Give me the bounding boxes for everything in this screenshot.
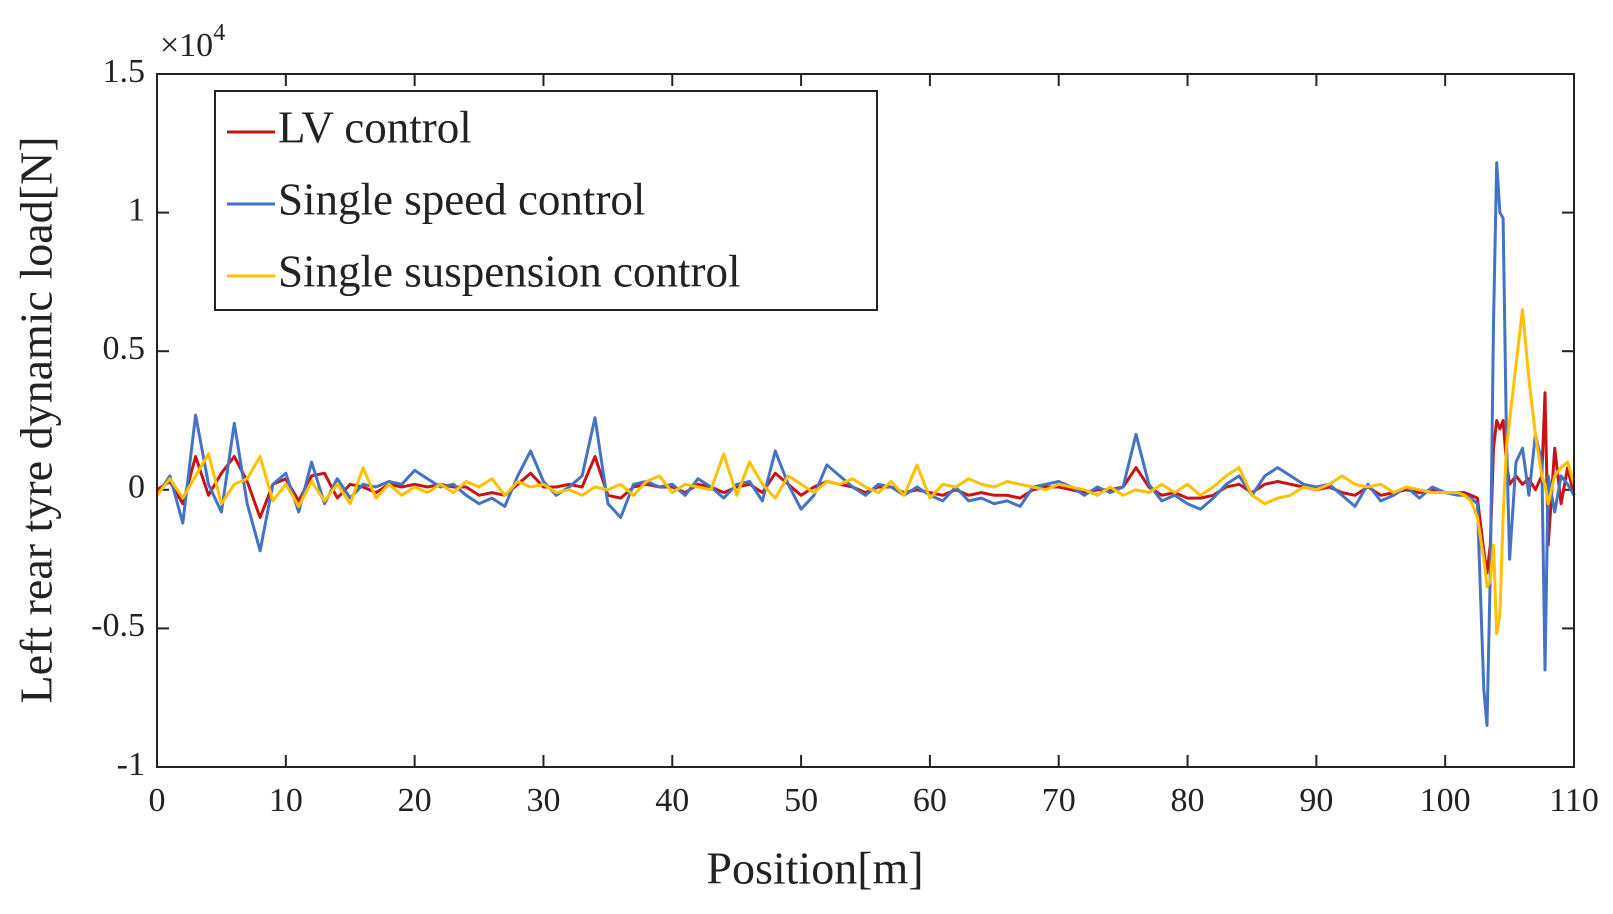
legend-label: Single suspension control — [278, 246, 740, 296]
x-tick-label: 80 — [1171, 782, 1205, 819]
y-tick-label: 1.5 — [103, 53, 146, 90]
legend-box — [214, 90, 878, 311]
plot-frame — [156, 73, 1575, 768]
y-tick-label: 0.5 — [103, 330, 146, 367]
x-tick-label: 60 — [913, 782, 947, 819]
y-tick-label: -0.5 — [91, 607, 145, 644]
x-tick-label: 10 — [269, 782, 303, 819]
series-line — [156, 391, 1576, 575]
x-tick-label: 70 — [1042, 782, 1076, 819]
legend-label: Single speed control — [278, 174, 645, 224]
y-axis-label: Left rear tyre dynamic load[N] — [11, 136, 62, 703]
x-tick-label: 90 — [1299, 782, 1333, 819]
x-tick-label: 100 — [1420, 782, 1471, 819]
x-tick-label: 40 — [655, 782, 689, 819]
x-tick-label: 50 — [784, 782, 818, 819]
y-multiplier: ×104 — [160, 20, 225, 64]
series-line — [155, 308, 1576, 636]
x-tick-label: 30 — [526, 782, 560, 819]
x-axis-label: Position[m] — [706, 843, 923, 894]
legend-label: LV control — [278, 102, 472, 152]
x-tick-label: 110 — [1549, 782, 1599, 819]
y-tick-label: 1 — [128, 191, 145, 228]
x-tick-label: 20 — [398, 782, 432, 819]
y-multiplier-exponent: 4 — [213, 20, 225, 46]
y-multiplier-base: ×10 — [160, 27, 213, 64]
x-tick-label: 0 — [149, 782, 166, 819]
legend: LV control Single speed control Single sus… — [214, 90, 878, 311]
y-tick-label: -1 — [117, 746, 145, 783]
y-tick-label: 0 — [128, 469, 145, 506]
